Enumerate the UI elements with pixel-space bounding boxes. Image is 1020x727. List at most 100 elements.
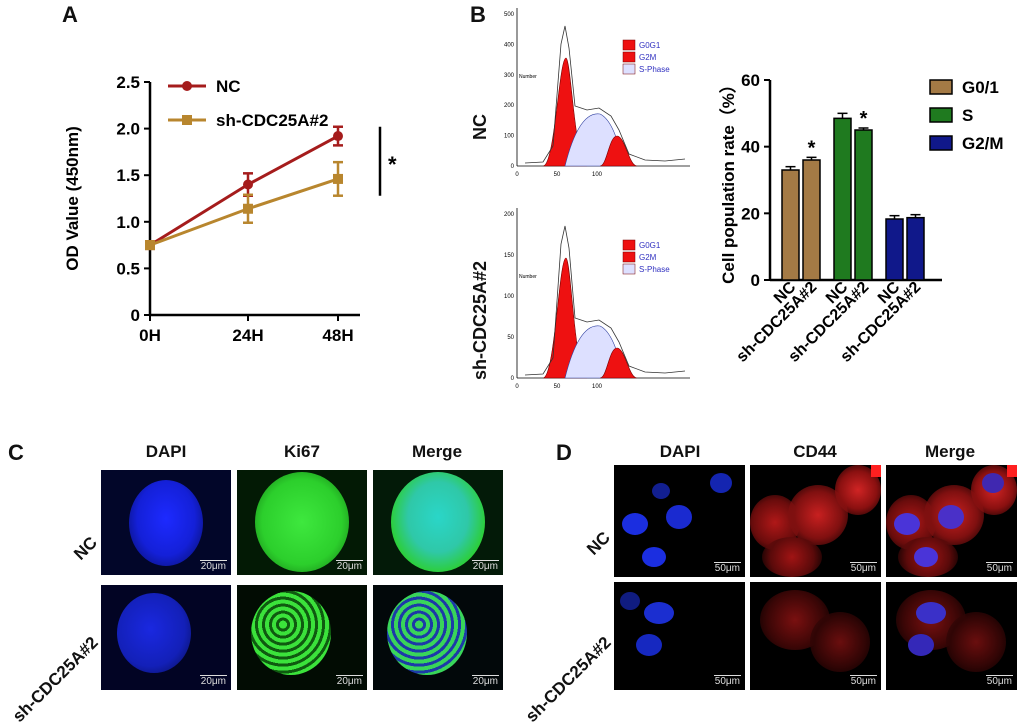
b-bar <box>906 216 925 281</box>
panel-d-row-sh: sh-CDC25A#2 <box>521 632 615 726</box>
a-point <box>333 131 343 142</box>
hist-legend-label: G0G1 <box>639 41 661 50</box>
a-ytick-label: 0.5 <box>116 259 140 278</box>
c-nc-merge-image: 20μm <box>373 470 503 575</box>
hist-ytick-label: 500 <box>504 12 515 18</box>
hist-legend-label: G2M <box>639 53 657 62</box>
panel-d-row-nc: NC <box>583 527 615 559</box>
hist-ytick-label: 200 <box>504 212 515 218</box>
b-legend-label: G2/M <box>962 134 1004 153</box>
hist-ytick-label: 0 <box>511 164 515 170</box>
panel-c-row-sh: sh-CDC25A#2 <box>8 632 102 726</box>
hist-legend-label: S-Phase <box>639 65 670 74</box>
histogram-row-label-nc: NC <box>470 114 490 140</box>
hist-legend-label: G0G1 <box>639 241 661 250</box>
hist-legend-swatch <box>622 239 636 251</box>
hist-ytick-label: 300 <box>504 73 515 79</box>
panel-d-col-merge: Merge <box>924 442 976 461</box>
c-nc-dapi-scale: 20μm <box>199 560 227 572</box>
panel-d-col-cd44: CD44 <box>793 442 837 461</box>
hist-legend-swatch <box>622 263 636 275</box>
hist-y-axis-title: Number <box>519 74 537 80</box>
b-bar <box>885 218 904 281</box>
d-nc-dapi-image: 50μm <box>614 465 745 577</box>
a-ytick-label: 1.5 <box>116 166 140 185</box>
d-nc-dapi-scale: 50μm <box>713 562 741 574</box>
a-point <box>333 173 343 184</box>
b-bar <box>833 117 852 281</box>
growth-curve-chart: 0 0.5 1.0 1.5 2.0 2.5 0H 24H 48H OD Value (450nm)… <box>63 73 397 345</box>
d-sh-merge-scale: 50μm <box>985 675 1013 687</box>
histogram-row-label-sh: sh-CDC25A#2 <box>470 260 490 380</box>
a-legend-marker <box>182 115 192 125</box>
c-nc-ki67-image: 20μm <box>237 470 367 575</box>
hist-legend-swatch <box>622 251 636 263</box>
hist-legend-swatch <box>622 51 636 63</box>
hist-xtick-label: 50 <box>554 172 561 178</box>
a-xtick-label: 24H <box>232 326 263 345</box>
d-sh-merge-image: 50μm <box>886 582 1017 690</box>
d-nc-cd44-scale: 50μm <box>849 562 877 574</box>
b-ytick-label: 20 <box>741 204 760 223</box>
d-nc-merge-image: 50μm <box>886 465 1017 577</box>
hist-xtick-label: 100 <box>592 172 603 178</box>
b-legend-label: G0/1 <box>962 78 999 97</box>
c-sh-ki67-image: 20μm <box>237 585 367 690</box>
c-sh-ki67-scale: 20μm <box>335 675 363 687</box>
c-sh-dapi-image: 20μm <box>101 585 231 690</box>
hist-legend-swatch <box>622 63 636 75</box>
panel-a-letter: A <box>62 2 78 27</box>
b-significance-star: * <box>860 108 868 130</box>
c-sh-merge-scale: 20μm <box>471 675 499 687</box>
b-bar <box>802 159 821 281</box>
d-sh-cd44-scale: 50μm <box>849 675 877 687</box>
panel-c-row-nc: NC <box>70 532 102 564</box>
a-point <box>243 203 253 214</box>
panel-d-col-dapi: DAPI <box>659 442 701 461</box>
a-significance-star: * <box>388 152 397 177</box>
hist-raw-trace <box>524 25 686 164</box>
b-bar <box>781 169 800 281</box>
d-sh-cd44-image: 50μm <box>750 582 881 690</box>
d-sh-dapi-scale: 50μm <box>713 675 741 687</box>
a-series-line-0 <box>149 134 339 247</box>
a-legend-label: NC <box>216 77 241 96</box>
hist-ytick-label: 50 <box>507 335 514 341</box>
b-legend-swatch <box>929 135 953 151</box>
b-ytick-label: 0 <box>751 271 760 290</box>
hist-legend-label: S-Phase <box>639 265 670 274</box>
a-legend-label: sh-CDC25A#2 <box>216 111 328 130</box>
a-ytick-label: 0 <box>131 306 140 325</box>
c-nc-ki67-scale: 20μm <box>335 560 363 572</box>
b-ytick-label: 40 <box>741 138 760 157</box>
a-y-axis-title: OD Value (450nm) <box>63 126 82 271</box>
hist-ytick-label: 100 <box>504 294 515 300</box>
hist-ytick-label: 400 <box>504 42 515 48</box>
hist-ytick-label: 100 <box>504 134 515 140</box>
a-xtick-label: 0H <box>139 326 161 345</box>
a-ytick-label: 2.5 <box>116 73 140 92</box>
b-legend-swatch <box>929 79 953 95</box>
a-xtick-label: 48H <box>322 326 353 345</box>
panel-c-col-dapi: DAPI <box>145 442 187 461</box>
c-sh-merge-image: 20μm <box>373 585 503 690</box>
panel-c-col-ki67: Ki67 <box>284 442 320 461</box>
a-point <box>243 179 253 190</box>
hist-legend-label: G2M <box>639 253 657 262</box>
hist-xtick-label: 50 <box>554 384 561 390</box>
b-bar <box>854 129 873 281</box>
hist-g2m-peak <box>599 135 638 167</box>
b-ytick-label: 60 <box>741 71 760 90</box>
hist-ytick-label: 150 <box>504 253 515 259</box>
hist-xtick-label: 0 <box>515 172 519 178</box>
a-legend-marker <box>182 81 192 91</box>
hist-g2m-peak <box>599 347 638 379</box>
a-ytick-label: 1.0 <box>116 213 140 232</box>
b-significance-star: * <box>808 137 816 159</box>
hist-y-axis-title: Number <box>519 274 537 280</box>
hist-xtick-label: 0 <box>515 384 519 390</box>
d-nc-merge-scale: 50μm <box>985 562 1013 574</box>
panel-b-letter: B <box>470 2 486 27</box>
hist-ytick-label: 200 <box>504 103 515 109</box>
